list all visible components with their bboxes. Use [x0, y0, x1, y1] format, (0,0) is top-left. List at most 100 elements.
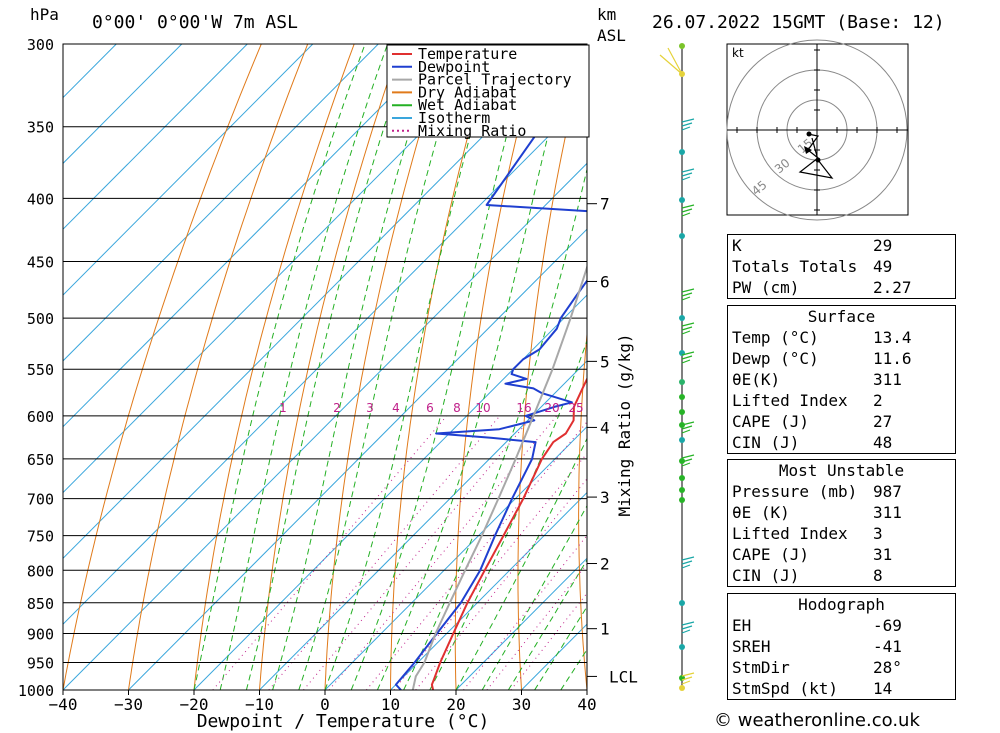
index-row: EH -69 [728, 615, 955, 636]
index-value: 14 [873, 679, 893, 698]
mixing-ratio-label: 4 [392, 401, 400, 415]
temperature-tick-label: −40 [49, 695, 78, 714]
index-row: θE(K) 311 [728, 369, 955, 390]
isotherm-line [390, 491, 587, 690]
hodograph-table: EH -69 SREH -41 StmDir 28° StmSpd (kt) 14 [728, 615, 955, 699]
hodograph-trace [798, 133, 834, 179]
wind-level-marker [679, 379, 685, 385]
pressure-tick-label: 550 [27, 361, 54, 379]
dry-adiabat-line [63, 44, 262, 690]
km-unit-label: km [597, 5, 616, 24]
most-unstable-table: Pressure (mb) 987 θE (K) 311 Lifted Index 3 CA… [728, 481, 955, 586]
mixing-ratio-line [366, 421, 587, 690]
parcel-trajectory-curve [411, 264, 587, 690]
axes: 3003504004505005506006507007508008509009… [18, 36, 638, 732]
index-label: Lifted Index [732, 524, 848, 543]
legend-label: Temperature [418, 45, 517, 63]
isotherm-line [455, 557, 587, 690]
dry-adiabat-line [956, 44, 1000, 690]
mixing-ratio-label: 10 [475, 401, 490, 415]
legend-label: Parcel Trajectory [418, 71, 572, 89]
mixing-ratio-label: 25 [568, 401, 583, 415]
wind-level-marker [679, 409, 685, 415]
dry-adiabat-line [637, 44, 679, 690]
wind-level-marker [679, 644, 685, 650]
legend-label: Dewpoint [418, 58, 490, 76]
wind-level-marker [679, 197, 685, 203]
legend-label: Isotherm [418, 109, 490, 127]
wet-adiabat-line [455, 437, 587, 690]
pressure-tick-label: 800 [27, 562, 54, 580]
dry-adiabat-line [193, 44, 355, 690]
surface-box: Surface Temp (°C) 13.4 Dewp (°C) 11.6 θE(K) 3… [727, 305, 956, 454]
index-label: Lifted Index [732, 391, 848, 410]
mixing-ratio-line [212, 415, 448, 690]
general-indices-table: K 29 Totals Totals 49 PW (cm) 2.27 [728, 235, 955, 298]
temperature-tick-label: −30 [114, 695, 143, 714]
wind-level-marker [679, 600, 685, 606]
index-value: 29 [873, 236, 893, 255]
hodograph-indices-box: Hodograph EH -69 SREH -41 StmDir 28° StmSpd (k… [727, 593, 956, 700]
index-value: 311 [873, 370, 902, 389]
storm-motion-marker [804, 146, 812, 154]
wind-barb [681, 454, 695, 467]
pressure-tick-label: 850 [27, 595, 54, 613]
wind-level-marker [679, 475, 685, 481]
index-value: 48 [873, 433, 893, 452]
mixing-ratio-label: 1 [279, 401, 287, 415]
wind-barb [681, 421, 695, 434]
index-value: -41 [873, 637, 902, 656]
isotherm-line [63, 44, 510, 494]
pressure-tick-label: 650 [27, 451, 54, 469]
hodograph-point [815, 157, 821, 163]
mixing-ratio-axis-label: Mixing Ratio (g/kg) [615, 333, 634, 516]
isotherm-line [63, 44, 576, 560]
index-label: Dewp (°C) [732, 349, 819, 368]
wet-adiabat-line [376, 44, 572, 690]
index-row: K 29 [728, 235, 955, 256]
index-label: K [732, 236, 742, 255]
pressure-tick-label: 1000 [18, 682, 54, 700]
index-label: CIN (J) [732, 433, 800, 452]
wet-adiabat-line [219, 44, 389, 690]
wind-level-marker [679, 350, 685, 356]
height-tick-label: 6 [600, 272, 610, 291]
hodograph-title: Hodograph [798, 595, 885, 614]
wet-adiabat-line [272, 44, 438, 690]
index-label: EH [732, 616, 752, 635]
index-row: θE (K) 311 [728, 502, 955, 523]
isotherm-line [63, 162, 587, 690]
wet-adiabat-line [245, 44, 412, 690]
wind-barb [681, 322, 695, 335]
index-value: 3 [873, 524, 883, 543]
wet-adiabat-line [193, 44, 366, 690]
hodograph-point [806, 131, 812, 137]
wind-level-marker [679, 458, 685, 464]
index-label: PW (cm) [732, 278, 800, 297]
most-unstable-box: Most Unstable Pressure (mb) 987 θE (K) 311 L… [727, 459, 956, 587]
general-indices-box: K 29 Totals Totals 49 PW (cm) 2.27 [727, 234, 956, 299]
wind-level-marker [679, 43, 685, 49]
pressure-tick-label: 750 [27, 528, 54, 546]
index-row: Lifted Index 2 [728, 390, 955, 411]
isotherm-line [63, 44, 379, 362]
x-axis-label: Dewpoint / Temperature (°C) [197, 711, 490, 732]
index-label: CIN (J) [732, 566, 800, 585]
index-row: CAPE (J) 27 [728, 411, 955, 432]
wind-barb [681, 351, 695, 364]
index-label: StmDir [732, 658, 790, 677]
index-row: PW (cm) 2.27 [728, 277, 955, 298]
mixing-ratio-label: 16 [516, 401, 531, 415]
legend-box [386, 44, 590, 138]
temperature-tick-label: 30 [512, 695, 531, 714]
wind-level-marker [679, 437, 685, 443]
most-unstable-title: Most Unstable [778, 461, 905, 480]
index-value: 11.6 [873, 349, 912, 368]
temperature-tick-label: 40 [577, 695, 596, 714]
surface-title: Surface [807, 307, 876, 326]
pressure-tick-label: 400 [27, 190, 54, 208]
wet-adiabat-line [429, 339, 587, 690]
credit-link[interactable]: © weatheronline.co.uk [714, 710, 920, 731]
